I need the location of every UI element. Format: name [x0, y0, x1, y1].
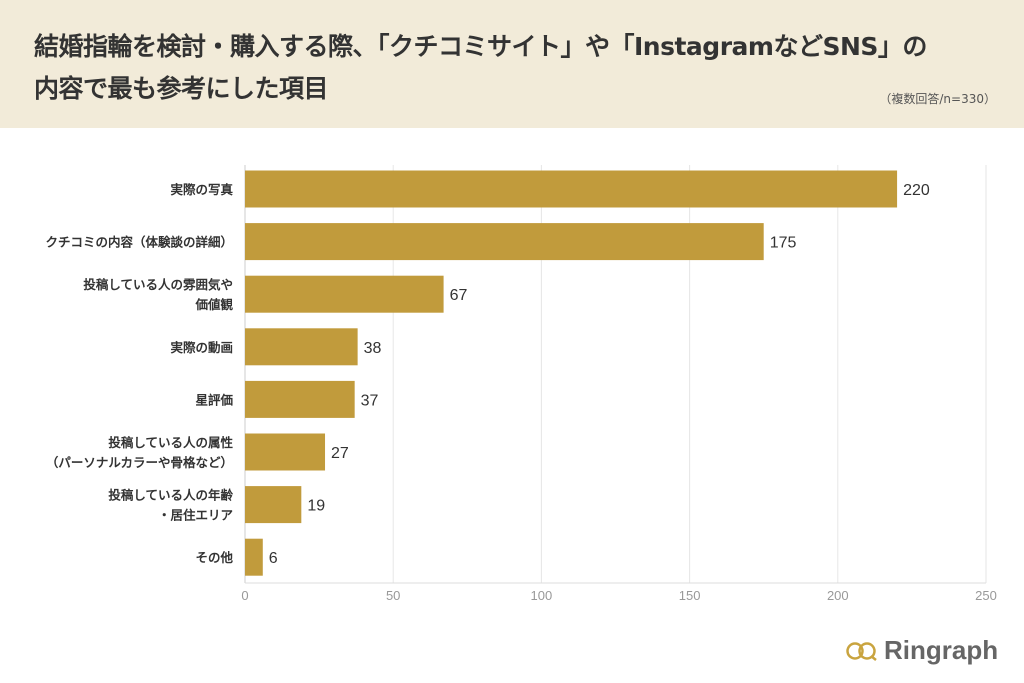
x-tick-label: 150: [679, 588, 701, 603]
data-label: 27: [331, 445, 349, 462]
category-label: 実際の写真: [170, 182, 233, 197]
sample-note: （複数回答/n=330）: [879, 92, 996, 106]
category-label: その他: [195, 550, 233, 565]
brand-name: Ringraph: [884, 635, 999, 665]
x-tick-label: 100: [531, 588, 553, 603]
category-label: 実際の動画: [170, 340, 233, 355]
x-tick-label: 250: [975, 588, 997, 603]
category-label: 投稿している人の年齢: [108, 488, 233, 503]
bar: [245, 170, 898, 208]
bar: [245, 275, 444, 313]
bar: [245, 380, 355, 418]
x-tick-label: 50: [386, 588, 400, 603]
data-label: 67: [450, 287, 468, 304]
category-label: （パーソナルカラーや骨格など）: [46, 455, 233, 470]
category-label: 星評価: [195, 392, 233, 407]
title-line-1: 結婚指輪を検討・購入する際、「クチコミサイト」や「InstagramなどSNS」…: [34, 32, 927, 61]
brand-logo: Ringraph: [846, 635, 998, 666]
bar: [245, 433, 326, 471]
bar: [245, 538, 263, 576]
category-label: 投稿している人の雰囲気や: [83, 277, 233, 292]
x-tick-label: 200: [827, 588, 849, 603]
category-label: 投稿している人の属性: [108, 435, 233, 450]
data-label: 220: [903, 182, 930, 199]
category-label: ・居住エリア: [158, 508, 233, 523]
data-label: 6: [269, 550, 278, 567]
x-tick-label: 0: [241, 588, 248, 603]
rings-icon: [846, 641, 877, 661]
header-banner: 結婚指輪を検討・購入する際、「クチコミサイト」や「InstagramなどSNS」…: [0, 0, 1024, 128]
title-line-2: 内容で最も参考にした項目: [34, 74, 329, 103]
data-label: 175: [770, 235, 797, 252]
chart-title: 結婚指輪を検討・購入する際、「クチコミサイト」や「InstagramなどSNS」…: [34, 26, 927, 110]
data-label: 37: [361, 392, 379, 409]
bar: [245, 328, 358, 366]
category-label: クチコミの内容（体験談の詳細）: [45, 235, 233, 250]
data-label: 38: [364, 340, 382, 357]
bar: [245, 486, 302, 524]
bar: [245, 223, 764, 261]
data-label: 19: [307, 498, 325, 515]
category-label: 価値観: [194, 297, 233, 312]
